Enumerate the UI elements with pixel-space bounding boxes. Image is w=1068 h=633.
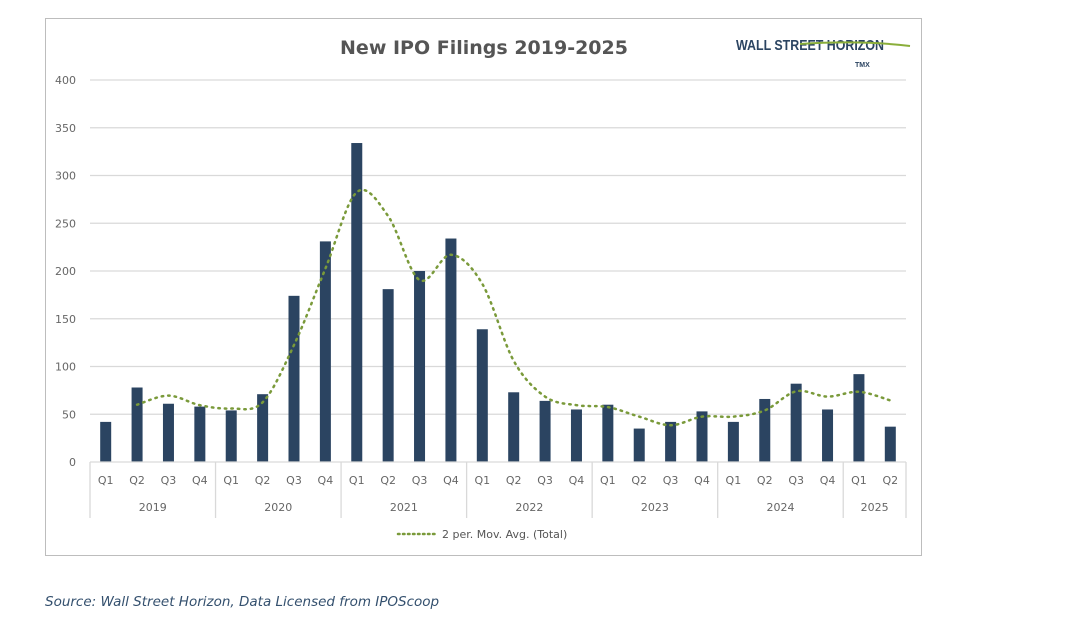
bar	[602, 404, 614, 462]
bar	[665, 421, 677, 462]
x-tick-label: Q3	[412, 474, 428, 487]
svg-text:WALL STREET HORIZON: WALL STREET HORIZON	[736, 37, 884, 54]
year-label: 2024	[766, 501, 794, 514]
y-tick-label: 0	[69, 456, 76, 469]
bar	[570, 409, 582, 462]
x-tick-label: Q1	[349, 474, 365, 487]
x-tick-label: Q4	[318, 474, 334, 487]
year-label: 2025	[861, 501, 889, 514]
x-tick-label: Q1	[474, 474, 490, 487]
y-tick-label: 150	[55, 313, 76, 326]
year-label: 2019	[139, 501, 167, 514]
bar	[822, 409, 834, 462]
bar	[414, 271, 426, 462]
x-tick-label: Q1	[223, 474, 239, 487]
bar	[351, 143, 363, 462]
x-tick-label: Q1	[851, 474, 867, 487]
x-tick-label: Q3	[161, 474, 177, 487]
bar	[853, 374, 865, 462]
bar	[131, 387, 143, 462]
x-tick-label: Q3	[286, 474, 302, 487]
x-tick-label: Q4	[820, 474, 836, 487]
x-tick-label: Q2	[380, 474, 396, 487]
year-label: 2021	[390, 501, 418, 514]
chart-title: New IPO Filings 2019-2025	[340, 37, 628, 59]
bar	[445, 238, 457, 462]
bar	[162, 403, 174, 462]
bar	[508, 392, 520, 462]
x-tick-label: Q2	[129, 474, 145, 487]
x-tick-label: Q1	[600, 474, 616, 487]
x-tick-label: Q4	[569, 474, 585, 487]
year-label: 2020	[264, 501, 292, 514]
y-tick-label: 100	[55, 361, 76, 374]
x-tick-label: Q2	[882, 474, 898, 487]
bar	[100, 421, 112, 462]
moving-average-line	[135, 188, 892, 427]
y-tick-label: 250	[55, 217, 76, 230]
x-tick-label: Q2	[631, 474, 647, 487]
bar	[194, 406, 206, 462]
bar	[225, 410, 237, 462]
legend: 2 per. Mov. Avg. (Total)	[396, 528, 567, 541]
x-tick-label: Q2	[506, 474, 522, 487]
bar	[884, 426, 896, 462]
x-tick-label: Q4	[192, 474, 208, 487]
y-tick-label: 50	[62, 408, 76, 421]
source-note: Source: Wall Street Horizon, Data Licens…	[45, 594, 440, 610]
bar	[633, 428, 645, 462]
chart-frame	[45, 18, 922, 556]
x-tick-label: Q1	[726, 474, 742, 487]
x-tick-label: Q4	[443, 474, 459, 487]
x-tick-label: Q2	[255, 474, 271, 487]
bar	[790, 383, 802, 462]
y-tick-label: 400	[55, 74, 76, 87]
bar	[539, 400, 551, 462]
svg-text:TMX: TMX	[855, 62, 870, 69]
logo: WALL STREET HORIZON TMX	[736, 37, 911, 69]
y-tick-label: 300	[55, 170, 76, 183]
x-tick-label: Q4	[694, 474, 710, 487]
bar	[759, 398, 771, 462]
year-label: 2022	[515, 501, 543, 514]
bar	[257, 394, 269, 462]
x-tick-label: Q3	[537, 474, 553, 487]
bar	[727, 421, 739, 462]
bar	[476, 329, 488, 462]
x-tick-label: Q1	[98, 474, 114, 487]
legend-label: 2 per. Mov. Avg. (Total)	[442, 528, 567, 541]
x-tick-label: Q3	[663, 474, 679, 487]
bar	[288, 295, 300, 462]
y-tick-label: 200	[55, 265, 76, 278]
y-tick-label: 350	[55, 122, 76, 135]
year-label: 2023	[641, 501, 669, 514]
bar	[696, 411, 708, 462]
bar	[319, 241, 331, 462]
bar	[382, 289, 394, 462]
x-tick-label: Q3	[788, 474, 804, 487]
x-tick-label: Q2	[757, 474, 773, 487]
